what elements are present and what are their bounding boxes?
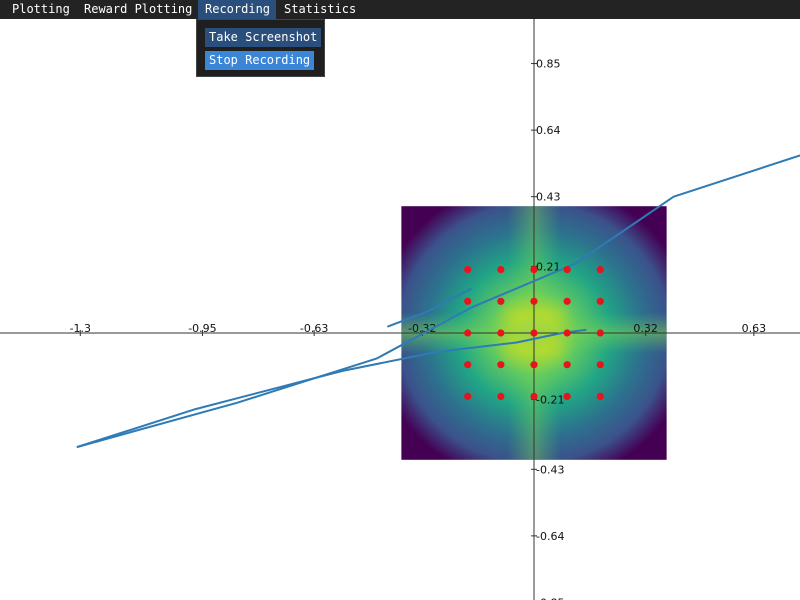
- x-tick-label: -0.32: [408, 322, 436, 335]
- take-screenshot-button[interactable]: Take Screenshot: [205, 28, 322, 47]
- sample-point: [530, 266, 538, 274]
- sample-point: [563, 329, 571, 337]
- sample-point: [464, 392, 472, 400]
- sample-point: [497, 266, 505, 274]
- y-tick-label: -0.85: [536, 596, 564, 600]
- sample-point: [464, 266, 472, 274]
- sample-point: [596, 329, 604, 337]
- sample-point: [497, 361, 505, 369]
- sample-points: [464, 266, 604, 400]
- sample-point: [530, 392, 538, 400]
- x-tick-label: -1.3: [70, 322, 91, 335]
- x-tick-labels: -1.9-1.6-1.3-0.95-0.63-0.320.320.63: [70, 322, 767, 336]
- menu-reward-plotting[interactable]: Reward Plotting: [84, 2, 193, 16]
- sample-point: [497, 392, 505, 400]
- y-tick-label: 0.64: [536, 124, 561, 137]
- trajectories: [76, 154, 800, 449]
- sample-point: [530, 329, 538, 337]
- sample-point: [464, 297, 472, 305]
- trajectory-line: [76, 154, 800, 449]
- x-tick-label: -0.63: [300, 322, 328, 335]
- x-tick-label: 0.32: [633, 322, 658, 335]
- sample-point: [596, 392, 604, 400]
- sample-point: [563, 297, 571, 305]
- sample-point: [563, 361, 571, 369]
- sample-point: [497, 297, 505, 305]
- menu-plotting[interactable]: Plotting: [12, 2, 70, 16]
- sample-point: [596, 297, 604, 305]
- y-tick-label: 0.43: [536, 191, 561, 204]
- x-tick-label: -0.95: [188, 322, 216, 335]
- sample-point: [596, 266, 604, 274]
- y-tick-labels: 0.85 0.64 0.43 0.21 -0.21 -0.43 -0.64 -0.85: [531, 58, 564, 600]
- y-tick-label: 0.85: [536, 58, 561, 71]
- plot-area: -1.9-1.6-1.3-0.95-0.63-0.320.320.63 0.85…: [0, 19, 800, 600]
- sample-point: [497, 329, 505, 337]
- sample-point: [464, 329, 472, 337]
- y-tick-label: -0.21: [536, 394, 564, 407]
- menu-bar: Plotting Reward Plotting Recording Stati…: [0, 0, 800, 19]
- y-tick-label: -0.64: [536, 530, 564, 543]
- sample-point: [563, 266, 571, 274]
- sample-point: [464, 361, 472, 369]
- sample-point: [530, 297, 538, 305]
- sample-point: [563, 392, 571, 400]
- sample-point: [530, 361, 538, 369]
- x-tick-label: 0.63: [742, 322, 767, 335]
- recording-dropdown: Take Screenshot Stop Recording: [196, 19, 325, 77]
- y-tick-label: -0.43: [536, 463, 564, 476]
- sample-point: [596, 361, 604, 369]
- y-tick-label: 0.21: [536, 260, 561, 273]
- menu-statistics[interactable]: Statistics: [284, 2, 357, 16]
- menu-recording[interactable]: Recording: [198, 0, 276, 19]
- stop-recording-button[interactable]: Stop Recording: [205, 51, 315, 70]
- trajectory-line: [387, 287, 472, 328]
- trajectory-line: [76, 328, 587, 449]
